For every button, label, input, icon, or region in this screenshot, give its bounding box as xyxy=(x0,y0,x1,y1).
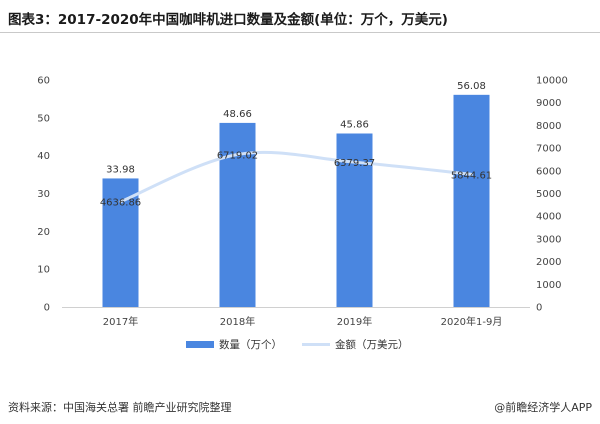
x-axis-tick-label: 2020年1-9月 xyxy=(441,315,503,328)
x-axis: 2017年 2018年 2019年 2020年1-9月 xyxy=(103,315,503,328)
legend: 数量（万个） 金额（万美元） xyxy=(186,338,409,351)
legend-swatch-bar xyxy=(186,341,214,348)
left-y-axis: 0 10 20 30 40 50 60 xyxy=(37,76,50,314)
legend-label-bar: 数量（万个） xyxy=(219,338,282,351)
line-value-label: 6379.37 xyxy=(334,158,375,169)
left-axis-tick-label: 50 xyxy=(37,113,50,124)
bar xyxy=(453,94,490,308)
bar-value-label: 48.66 xyxy=(223,109,252,120)
left-axis-tick-label: 20 xyxy=(37,227,50,238)
right-axis-tick-label: 5000 xyxy=(536,189,561,200)
chart-title: 图表3：2017-2020年中国咖啡机进口数量及金额(单位：万个，万美元) xyxy=(8,12,448,28)
right-axis-tick-label: 8000 xyxy=(536,121,561,132)
right-axis-tick-label: 0 xyxy=(536,303,542,314)
title-divider xyxy=(0,32,600,33)
line-value-label: 4636.86 xyxy=(100,198,141,209)
left-axis-tick-label: 40 xyxy=(37,151,50,162)
right-axis-tick-label: 9000 xyxy=(536,98,561,109)
right-axis-tick-label: 4000 xyxy=(536,212,561,223)
right-y-axis: 0 1000 2000 3000 4000 5000 6000 7000 8000 9000 100… xyxy=(536,76,568,314)
brand-credit: @前瞻经济学人APP xyxy=(494,401,592,414)
bar-value-label: 33.98 xyxy=(106,164,135,175)
bar-value-label: 45.86 xyxy=(340,119,369,130)
right-axis-tick-label: 7000 xyxy=(536,144,561,155)
line-value-label: 5844.61 xyxy=(451,170,492,181)
left-axis-tick-label: 0 xyxy=(44,303,50,314)
right-axis-tick-label: 2000 xyxy=(536,257,561,268)
bar xyxy=(102,178,139,307)
line-path xyxy=(119,150,473,204)
x-axis-tick-label: 2019年 xyxy=(337,315,372,328)
line-series: 4636.86 6719.02 6379.37 5844.61 xyxy=(100,150,492,208)
x-axis-tick-label: 2018年 xyxy=(220,315,255,328)
source-note: 资料来源：中国海关总署 前瞻产业研究院整理 xyxy=(8,401,232,414)
bar-series: 33.98 48.66 45.86 56.08 xyxy=(102,81,490,308)
left-axis-tick-label: 30 xyxy=(37,189,50,200)
right-axis-tick-label: 6000 xyxy=(536,166,561,177)
bar-value-label: 56.08 xyxy=(457,81,486,92)
right-axis-tick-label: 1000 xyxy=(536,280,561,291)
left-axis-tick-label: 60 xyxy=(37,76,50,87)
right-axis-tick-label: 10000 xyxy=(536,76,568,87)
left-axis-tick-label: 10 xyxy=(37,265,50,276)
right-axis-tick-label: 3000 xyxy=(536,234,561,245)
x-axis-tick-label: 2017年 xyxy=(103,315,138,328)
legend-label-line: 金额（万美元） xyxy=(335,338,409,351)
line-value-label: 6719.02 xyxy=(217,150,258,161)
